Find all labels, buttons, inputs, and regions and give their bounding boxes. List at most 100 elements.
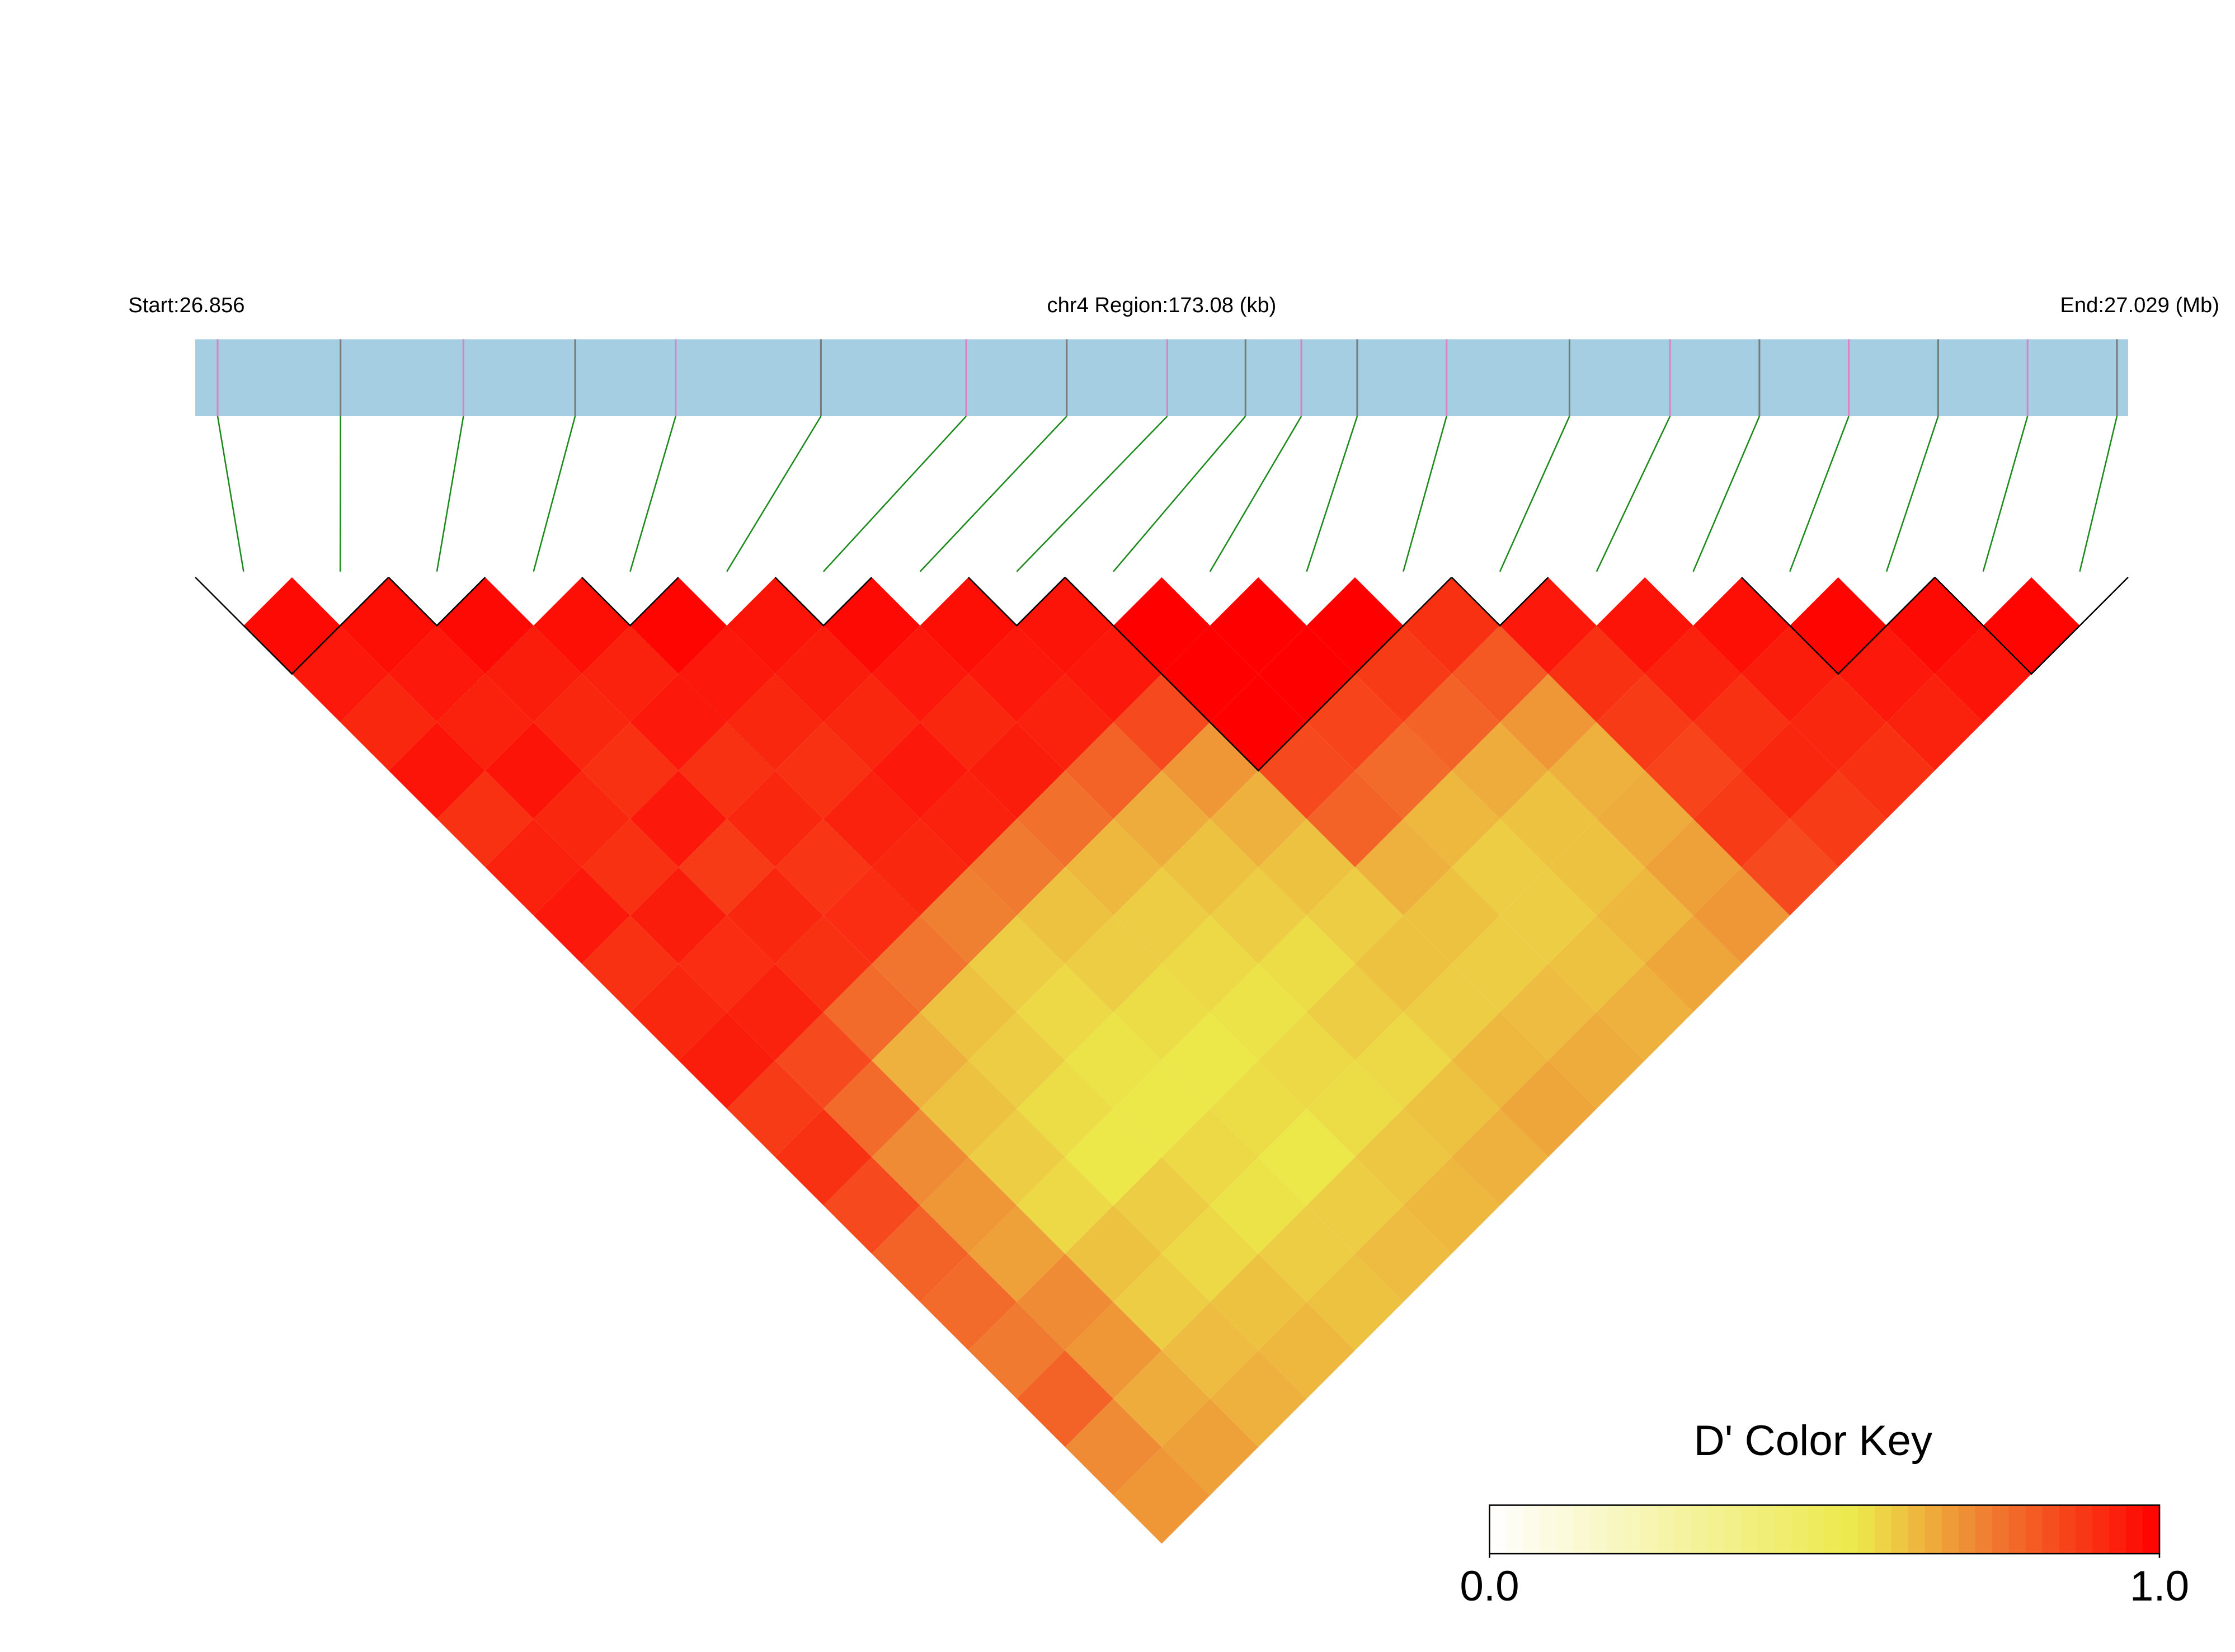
start-label: Start:26.856 xyxy=(128,293,244,317)
ld-cell xyxy=(1596,674,1693,771)
ld-cell xyxy=(872,625,968,723)
ld-cell xyxy=(1210,1254,1307,1350)
ld-block xyxy=(1064,577,1452,772)
color-key-segment xyxy=(1992,1505,2010,1554)
color-key-segment xyxy=(1958,1505,1976,1554)
snp-connector xyxy=(533,416,576,572)
ld-cell xyxy=(1354,1012,1452,1109)
color-key-segment xyxy=(1506,1505,1524,1554)
ld-cell xyxy=(1596,963,1693,1061)
ld-cell xyxy=(1838,625,1935,723)
ld-cell xyxy=(678,1012,775,1109)
ld-cell xyxy=(1886,674,1983,771)
ld-cell xyxy=(485,625,582,723)
ld-cell xyxy=(1210,1350,1307,1447)
key-title: D' Color Key xyxy=(1694,1417,1933,1465)
color-key-segment xyxy=(2059,1505,2077,1554)
ld-cell xyxy=(243,577,341,674)
ld-cell xyxy=(1065,1205,1162,1302)
ld-cell xyxy=(968,1302,1065,1399)
ld-cell xyxy=(678,625,775,723)
ld-cell xyxy=(872,1205,968,1302)
ld-cell xyxy=(1210,577,1307,674)
ld-cell xyxy=(1113,1157,1210,1254)
color-key-segment xyxy=(1891,1505,1909,1554)
ld-cell xyxy=(1645,818,1742,916)
color-key-segment xyxy=(1540,1505,1558,1554)
color-key-segment xyxy=(2076,1505,2093,1554)
color-key-border xyxy=(1489,1504,2161,1555)
color-key-segment xyxy=(1975,1505,1993,1554)
ld-cell xyxy=(1548,625,1645,723)
ld-cell xyxy=(1161,1399,1259,1495)
ld-cell xyxy=(1403,770,1500,868)
ld-cell xyxy=(872,1108,968,1206)
color-key-segment xyxy=(1556,1505,1574,1554)
color-key-segment xyxy=(1690,1505,1708,1554)
ld-cell xyxy=(823,1157,920,1254)
ld-cell xyxy=(1306,1157,1404,1254)
snp-connector xyxy=(919,416,1067,572)
snp-connector xyxy=(1789,416,1850,572)
ld-cell xyxy=(1258,625,1355,723)
region-label: chr4 Region:173.08 (kb) xyxy=(1047,293,1277,317)
end-label: End:27.029 (Mb) xyxy=(2060,293,2219,317)
color-key-segment xyxy=(1740,1505,1758,1554)
ld-cell xyxy=(1258,1205,1355,1302)
ld-block xyxy=(388,577,486,627)
ld-cell xyxy=(1065,1108,1162,1206)
ld-cell xyxy=(1161,1205,1259,1302)
ld-cell xyxy=(1258,1012,1355,1109)
ld-cell xyxy=(1645,915,1742,1013)
ld-cell xyxy=(1306,577,1404,674)
color-key-segment xyxy=(1941,1505,1959,1554)
ld-cell xyxy=(1596,577,1693,674)
ld-cell xyxy=(1403,963,1500,1061)
snp-connector xyxy=(629,416,676,572)
color-key-segment xyxy=(1657,1505,1675,1554)
color-key-segment xyxy=(1724,1505,1742,1554)
color-key-segment xyxy=(1573,1505,1591,1554)
ld-cell xyxy=(1741,625,1838,723)
color-key-segment xyxy=(2042,1505,2060,1554)
color-key-tick-label: 0.0 xyxy=(1460,1562,1519,1610)
color-key-segment xyxy=(1707,1505,1725,1554)
snp-connector xyxy=(1306,416,1358,572)
color-key-segment xyxy=(2025,1505,2043,1554)
snp-connector xyxy=(436,416,464,572)
ld-cell xyxy=(1983,577,2080,674)
color-key-segment xyxy=(1925,1505,1943,1554)
color-key-segment xyxy=(1875,1505,1893,1554)
ld-cell xyxy=(1065,1302,1162,1399)
snp-connector xyxy=(1209,416,1302,572)
ld-cell xyxy=(1258,1302,1355,1399)
color-key-segment xyxy=(1808,1505,1825,1554)
ld-cell xyxy=(1354,915,1452,1013)
snp-connector xyxy=(1016,416,1168,572)
ld-cell xyxy=(1113,770,1210,868)
color-key-segment xyxy=(2143,1505,2161,1554)
ld-cell xyxy=(1161,625,1259,723)
ld-cell xyxy=(1210,1060,1307,1157)
ld-cell xyxy=(1548,915,1645,1013)
ld-cell xyxy=(1354,1205,1452,1302)
ld-cell xyxy=(1210,770,1307,868)
ld-block xyxy=(1451,577,1549,627)
snp-connector xyxy=(726,416,822,572)
snp-connector xyxy=(1692,416,1761,572)
ld-cell xyxy=(1790,770,1887,868)
color-key-segment xyxy=(1640,1505,1658,1554)
ld-block xyxy=(195,577,389,675)
ld-cell xyxy=(436,770,534,868)
ld-cell xyxy=(1645,722,1742,819)
ld-cell xyxy=(1113,1060,1210,1157)
ld-cell xyxy=(1596,770,1693,868)
ld-cell xyxy=(1017,1350,1114,1447)
ld-block xyxy=(774,577,873,627)
ld-cell xyxy=(1161,1302,1259,1399)
ld-cell xyxy=(1258,915,1355,1013)
ld-cell xyxy=(1403,1157,1500,1254)
color-key-segment xyxy=(1791,1505,1809,1554)
